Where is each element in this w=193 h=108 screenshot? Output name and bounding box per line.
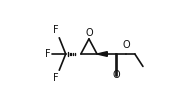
Text: O: O [122, 40, 130, 50]
Text: F: F [53, 73, 59, 83]
Text: F: F [53, 25, 59, 35]
Text: O: O [85, 28, 93, 38]
Text: O: O [113, 70, 120, 80]
Text: F: F [45, 49, 51, 59]
Polygon shape [97, 52, 107, 56]
